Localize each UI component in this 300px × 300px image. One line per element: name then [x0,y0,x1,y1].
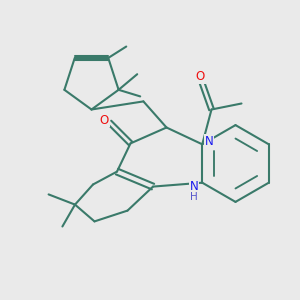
Text: N: N [190,180,198,193]
Text: O: O [196,70,205,83]
Text: O: O [100,113,109,127]
Text: N: N [205,135,213,148]
Text: H: H [190,192,198,202]
